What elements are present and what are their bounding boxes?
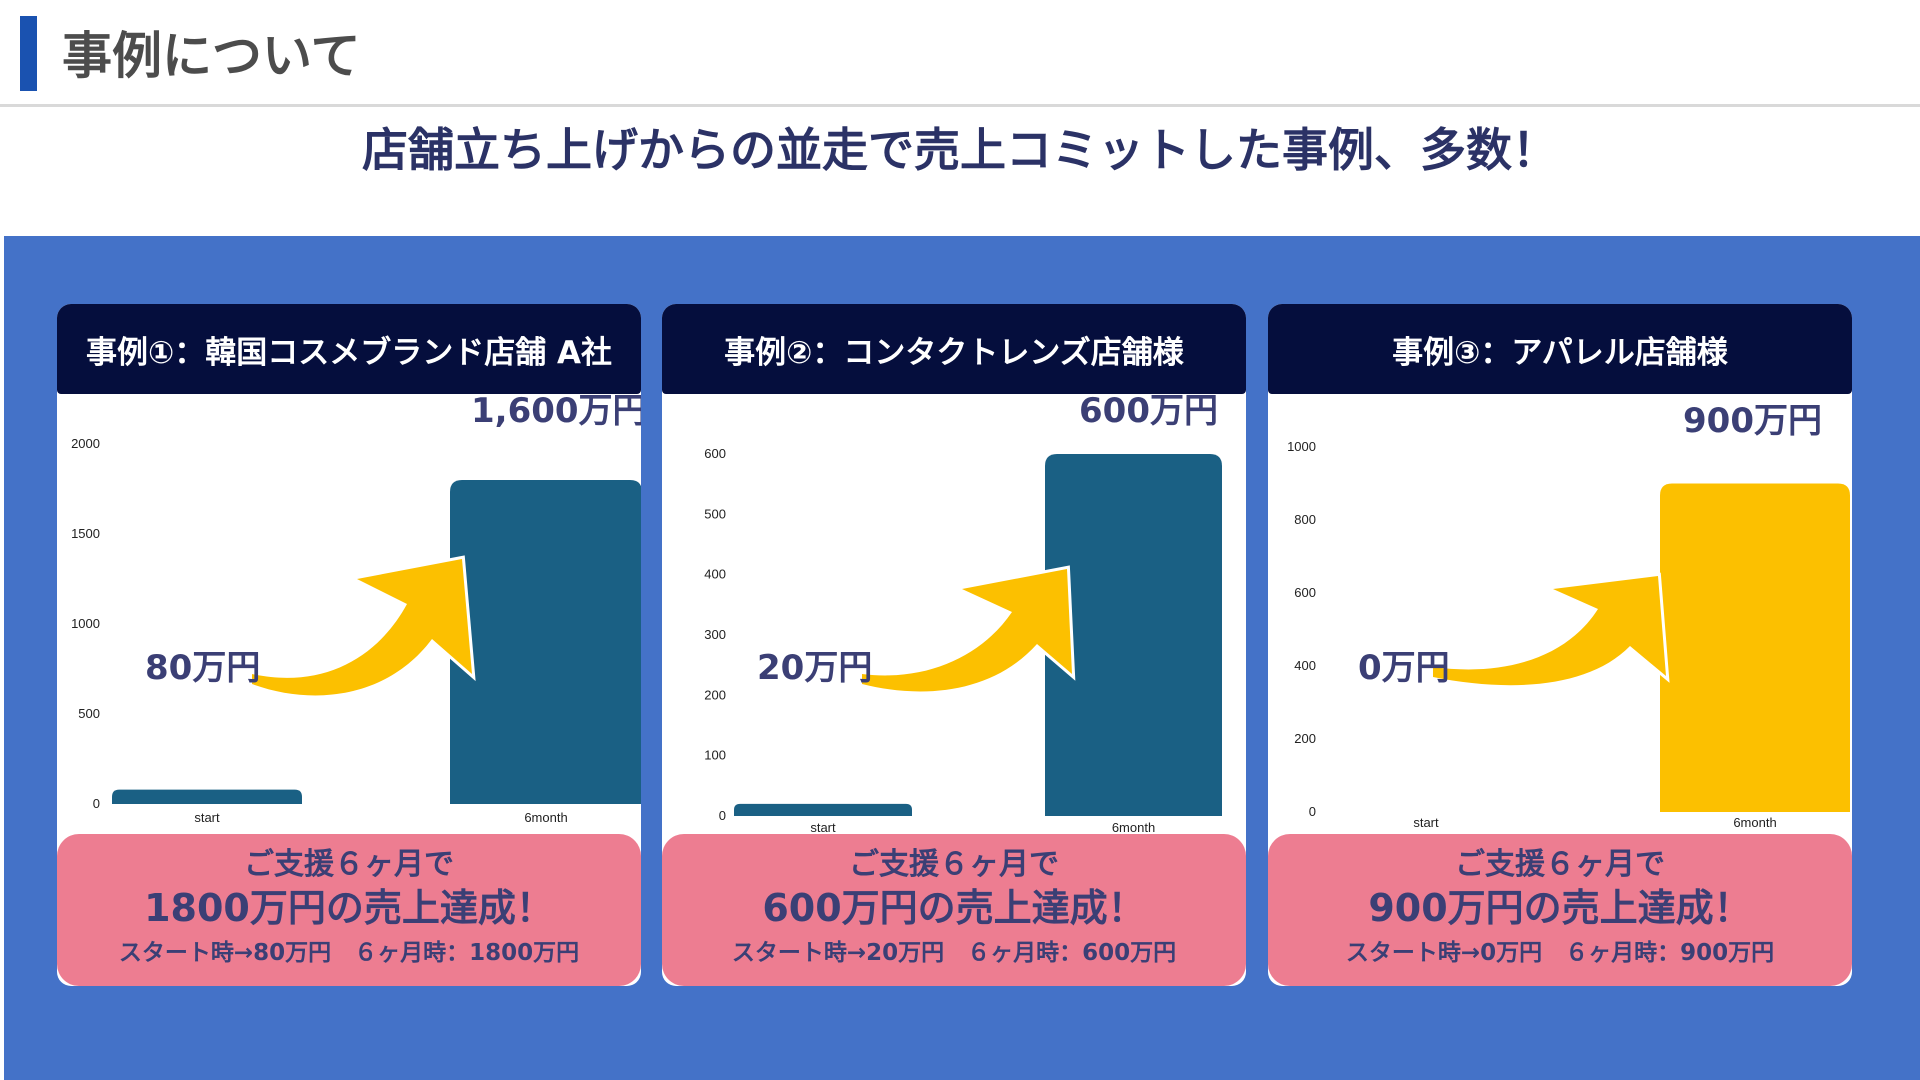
bar-6month [1045,454,1222,816]
case-2-chart: 0 100 200 300 400 500 600 start 6month 20万円 600万円 [704,394,1222,834]
start-value-label: 20万円 [757,648,872,688]
case-3-result: ご支援６ヶ月で 900万円の売上達成！ スタート時→0万円 ６ヶ月時：900万円 [1268,834,1852,986]
start-value-label: 0万円 [1358,648,1450,688]
case-card-1: 事例①：韓国コスメブランド店舗 A社 0 500 1000 1500 2000 start… [57,304,641,986]
case-2-header: 事例②：コンタクトレンズ店舗様 [662,304,1246,394]
y-tick-label: 1000 [71,616,100,631]
y-tick-label: 0 [719,808,726,823]
end-value-label: 1,600万円 [471,394,641,431]
x-category-label: start [810,820,836,834]
title-divider [0,104,1920,107]
y-tick-label: 0 [93,796,100,811]
case-1-result-line1: ご支援６ヶ月で [244,847,454,882]
bar-6month [1660,483,1850,812]
page-subtitle: 店舗立ち上げからの並走で売上コミットした事例、多数！ [362,123,1558,177]
y-tick-label: 600 [1294,585,1316,600]
x-category-label: start [194,810,220,825]
growth-arrow-icon [859,565,1076,695]
case-3-result-line1: ご支援６ヶ月で [1455,847,1665,882]
y-tick-label: 400 [1294,658,1316,673]
growth-arrow-icon [249,555,476,699]
bar-6month [450,480,641,804]
case-1-result-headline: 1800万円の売上達成！ [144,886,554,930]
case-3-header: 事例③：アパレル店舗様 [1268,304,1852,394]
y-tick-label: 100 [704,748,726,763]
title-accent-bar [20,16,37,91]
y-tick-label: 2000 [71,436,100,451]
y-tick-label: 300 [704,627,726,642]
case-2-result: ご支援６ヶ月で 600万円の売上達成！ スタート時→20万円 ６ヶ月時：600万… [662,834,1246,986]
case-3-result-headline: 900万円の売上達成！ [1368,886,1752,930]
case-1-result-detail: スタート時→80万円 ６ヶ月時：1800万円 [118,940,580,966]
bar-start [734,803,912,816]
end-value-label: 600万円 [1079,394,1218,431]
case-3-chart: 0 200 400 600 800 1000 start 6month 0万円 900万円 [1287,401,1850,830]
y-tick-label: 800 [1294,512,1316,527]
end-value-label: 900万円 [1683,401,1822,441]
case-2-result-detail: スタート時→20万円 ６ヶ月時：600万円 [731,940,1177,966]
case-2-result-headline: 600万円の売上達成！ [762,886,1146,930]
x-category-label: 6month [1733,815,1776,830]
page-title: 事例について [62,27,361,85]
y-tick-label: 500 [78,706,100,721]
case-2-result-line1: ご支援６ヶ月で [849,847,1059,882]
case-card-2: 事例②：コンタクトレンズ店舗様 0 100 200 300 400 500 600 start… [662,304,1246,986]
y-tick-label: 1000 [1287,439,1316,454]
y-tick-label: 0 [1309,804,1316,819]
case-card-3: 事例③：アパレル店舗様 0 200 400 600 800 1000 start 6month… [1268,304,1852,986]
y-tick-label: 200 [1294,731,1316,746]
case-1-header: 事例①：韓国コスメブランド店舗 A社 [57,304,641,394]
x-category-label: start [1413,815,1439,830]
x-category-label: 6month [1112,820,1155,834]
case-1-chart: 0 500 1000 1500 2000 start 6month 80万円 1,600万円 [71,394,641,825]
case-1-result: ご支援６ヶ月で 1800万円の売上達成！ スタート時→80万円 ６ヶ月時：180… [57,834,641,986]
x-category-label: 6month [524,810,567,825]
start-value-label: 80万円 [145,648,260,688]
y-tick-label: 200 [704,687,726,702]
y-tick-label: 400 [704,567,726,582]
bar-start [112,789,302,804]
y-tick-label: 500 [704,506,726,521]
case-3-result-detail: スタート時→0万円 ６ヶ月時：900万円 [1345,940,1775,966]
growth-arrow-icon [1430,572,1670,689]
y-tick-label: 1500 [71,526,100,541]
y-tick-label: 600 [704,446,726,461]
